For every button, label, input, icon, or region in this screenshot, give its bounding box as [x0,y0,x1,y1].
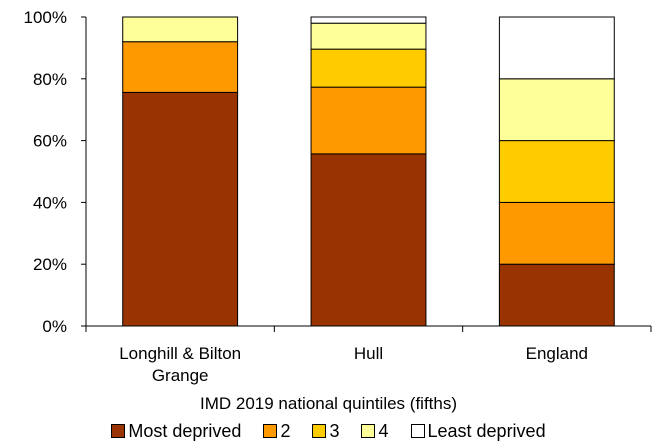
x-axis-title: IMD 2019 national quintiles (fifths) [0,394,657,414]
y-axis: 0% 20% 40% 60% 80% 100% [24,8,87,336]
legend-item: 4 [361,421,389,441]
bar-area [122,16,615,327]
y-tick-label: 80% [33,70,67,89]
legend-item: 3 [312,421,339,441]
legend-swatch [312,424,327,438]
x-tick-label: England [526,344,588,363]
legend-label: 3 [329,421,340,441]
y-tick-label: 20% [33,255,67,274]
legend-item: Least deprived [410,421,546,441]
bar-segment [310,16,427,24]
bar-segment [498,16,615,80]
bar-segment [310,153,427,327]
legend-label: 2 [280,421,291,441]
legend-item: 2 [263,421,290,441]
bar-segment [310,48,427,88]
legend-label: 4 [378,421,389,441]
y-tick-label: 0% [42,317,67,336]
bar-segment [310,86,427,155]
x-tick-label: Longhill & Bilton Grange [119,344,241,385]
x-tick-label: Hull [354,344,383,363]
stacked-bar-chart: 0% 20% 40% 60% 80% 100% Longhill & Bilton Gran… [24,8,652,385]
y-tick-label: 60% [33,132,67,151]
bar-segment [498,78,615,142]
legend-swatch [111,424,126,438]
legend-swatch [361,424,376,438]
x-axis-title-text: IMD 2019 national quintiles (fifths) [199,394,458,413]
bar-segment [310,22,427,50]
y-tick-label: 40% [33,193,67,212]
legend-label: Most deprived [128,421,242,441]
bar-segment [498,263,615,327]
legend-swatch [263,424,278,438]
x-axis: Longhill & Bilton Grange Hull England [85,325,652,385]
legend-item: Most deprived [111,421,241,441]
legend-label: Least deprived [427,421,546,441]
y-tick-label: 100% [24,8,67,27]
bar-segment [122,91,239,327]
bar-segment [122,16,239,43]
bar-segment [498,140,615,203]
legend-swatch [410,424,425,438]
bar-segment [498,201,615,265]
bar-segment [122,41,239,93]
legend: Most deprived 2 3 4 Least deprived [0,421,657,441]
